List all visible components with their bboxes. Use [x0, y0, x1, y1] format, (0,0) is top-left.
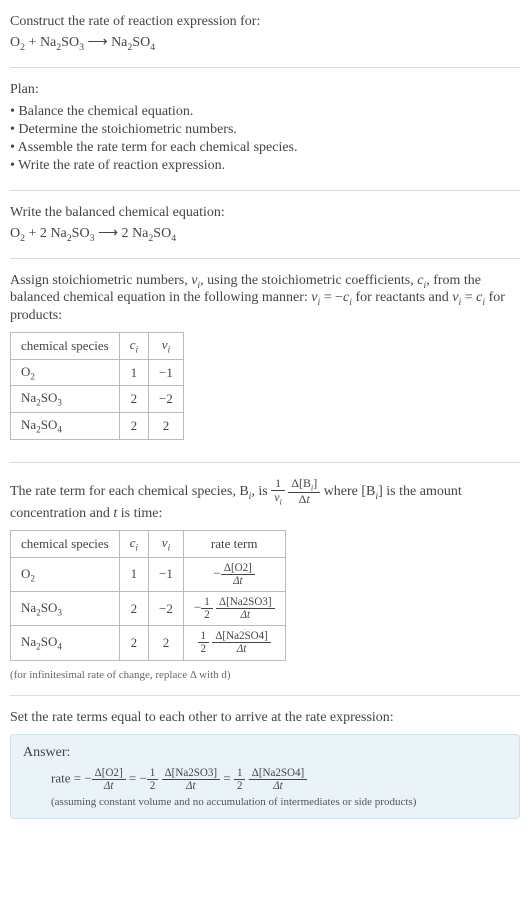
col-species: chemical species [11, 531, 120, 558]
cell-rate: 12 Δ[Na2SO4]Δt [183, 626, 285, 660]
set-rate-terms: Set the rate terms equal to each other t… [10, 704, 520, 825]
answer-box: Answer: rate = −Δ[O2]Δt = −12 Δ[Na2SO3]Δ… [10, 734, 520, 819]
balanced-equation: Write the balanced chemical equation: O2… [10, 199, 520, 250]
plan-item: • Determine the stoichiometric numbers. [10, 122, 520, 138]
col-species: chemical species [11, 333, 120, 360]
cell-species: Na2SO4 [11, 412, 120, 439]
cell-species: Na2SO4 [11, 626, 120, 660]
plan-title: Plan: [10, 82, 520, 98]
divider [10, 258, 520, 259]
cell-ci: 2 [119, 626, 148, 660]
frac-one-over-nu: 1νi [271, 477, 285, 507]
cell-species: Na2SO3 [11, 386, 120, 413]
balanced-title: Write the balanced chemical equation: [10, 205, 520, 221]
cell-ci: 2 [119, 412, 148, 439]
table-row: O2 1 −1 −Δ[O2]Δt [11, 557, 286, 591]
plan-item: • Write the rate of reaction expression. [10, 158, 520, 174]
assign-stoich: Assign stoichiometric numbers, νi, using… [10, 267, 520, 454]
table-row: Na2SO4 2 2 12 Δ[Na2SO4]Δt [11, 626, 286, 660]
cell-nui: −2 [149, 592, 184, 626]
plus-sign: + [25, 35, 40, 50]
answer-label: Answer: [23, 745, 507, 761]
table-row: Na2SO3 2 −2 −12 Δ[Na2SO3]Δt [11, 592, 286, 626]
question: Construct the rate of reaction expressio… [10, 8, 520, 59]
divider [10, 695, 520, 696]
rate-term: The rate term for each chemical species,… [10, 471, 520, 687]
divider [10, 190, 520, 191]
reactant-na2so3: Na2SO3 [40, 35, 84, 50]
assign-text: Assign stoichiometric numbers, νi, using… [10, 273, 520, 325]
plan: Plan: • Balance the chemical equation. •… [10, 76, 520, 182]
cell-species: O2 [11, 557, 120, 591]
stoich-table: chemical species ci νi O2 1 −1 Na2SO3 2 … [10, 332, 184, 439]
answer-note: (assuming constant volume and no accumul… [23, 796, 507, 808]
table-row: Na2SO4 2 2 [11, 412, 184, 439]
cell-species: Na2SO3 [11, 592, 120, 626]
table-header-row: chemical species ci νi [11, 333, 184, 360]
divider [10, 67, 520, 68]
cell-ci: 1 [119, 557, 148, 591]
cell-ci: 1 [119, 359, 148, 386]
question-title: Construct the rate of reaction expressio… [10, 14, 520, 30]
cell-nui: −1 [149, 359, 184, 386]
rate-term-table: chemical species ci νi rate term O2 1 −1… [10, 530, 286, 660]
col-nui: νi [149, 531, 184, 558]
arrow: ⟶ [84, 35, 111, 50]
set-text: Set the rate terms equal to each other t… [10, 710, 520, 726]
cell-rate: −12 Δ[Na2SO3]Δt [183, 592, 285, 626]
product-na2so4: Na2SO4 [111, 35, 155, 50]
question-equation: O2 + Na2SO3 ⟶ Na2SO4 [10, 34, 520, 53]
rate-term-text: The rate term for each chemical species,… [10, 477, 520, 523]
divider [10, 462, 520, 463]
table-note: (for infinitesimal rate of change, repla… [10, 669, 520, 681]
col-rate-term: rate term [183, 531, 285, 558]
col-nui: νi [149, 333, 184, 360]
col-ci: ci [119, 333, 148, 360]
reactant-o2: O2 [10, 35, 25, 50]
cell-ci: 2 [119, 386, 148, 413]
plan-item: • Balance the chemical equation. [10, 104, 520, 120]
cell-nui: 2 [149, 412, 184, 439]
cell-ci: 2 [119, 592, 148, 626]
table-row: O2 1 −1 [11, 359, 184, 386]
answer-equation: rate = −Δ[O2]Δt = −12 Δ[Na2SO3]Δt = 12 Δ… [23, 767, 507, 792]
table-row: Na2SO3 2 −2 [11, 386, 184, 413]
table-header-row: chemical species ci νi rate term [11, 531, 286, 558]
plan-item: • Assemble the rate term for each chemic… [10, 140, 520, 156]
col-ci: ci [119, 531, 148, 558]
balanced-eq: O2 + 2 Na2SO3 ⟶ 2 Na2SO4 [10, 225, 520, 244]
cell-species: O2 [11, 359, 120, 386]
plan-list: • Balance the chemical equation. • Deter… [10, 104, 520, 174]
cell-nui: −2 [149, 386, 184, 413]
cell-nui: −1 [149, 557, 184, 591]
frac-dbi-dt: Δ[Bi]Δt [288, 477, 320, 507]
cell-rate: −Δ[O2]Δt [183, 557, 285, 591]
cell-nui: 2 [149, 626, 184, 660]
